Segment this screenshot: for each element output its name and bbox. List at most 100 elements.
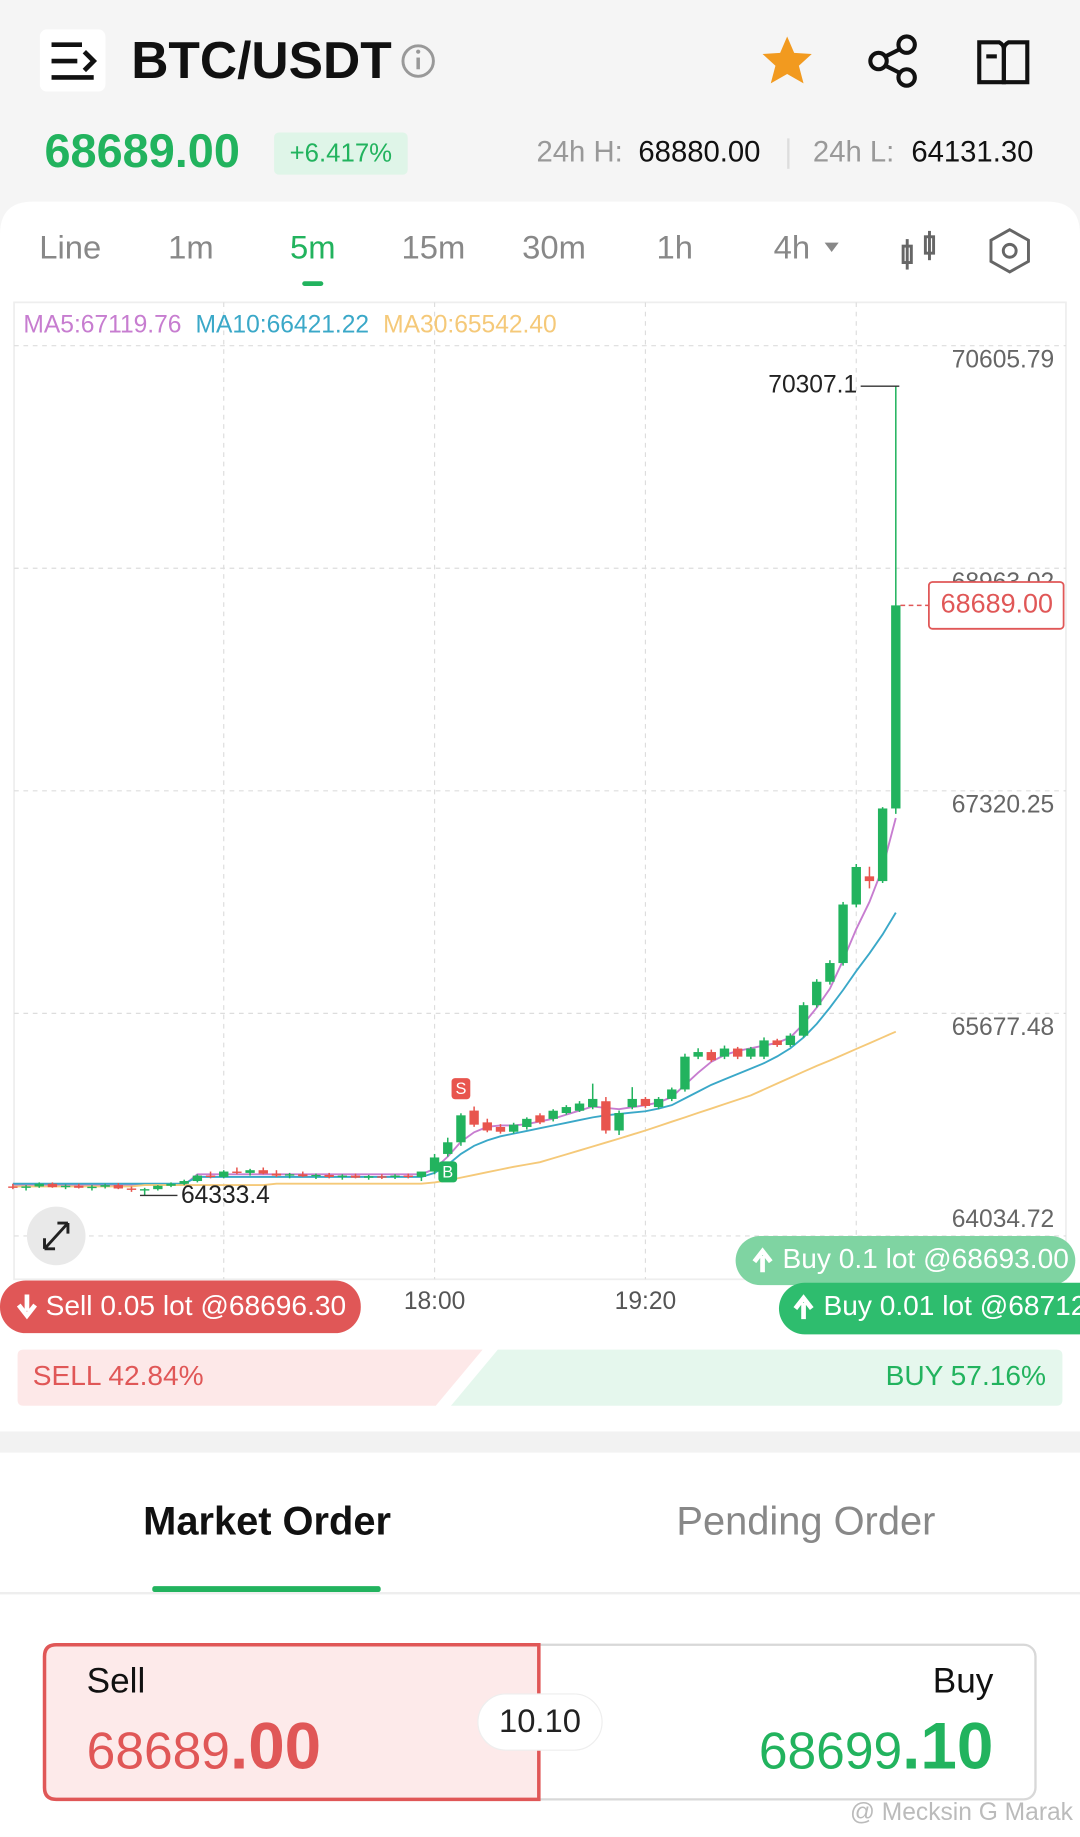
candle-body [877,808,888,882]
interval-tab[interactable]: 1h [656,228,692,265]
candle-body [838,904,848,964]
share-node [868,50,889,72]
low-annotation: 64333.4 [181,1182,270,1209]
interval-tabs: Line 1m 5m 15m 30m 1h 4h [39,228,839,286]
candle-body [891,605,901,809]
high-value: 68880.00 [638,135,760,168]
candle-body [298,1174,308,1177]
buy-marker-bg [438,1161,458,1183]
change-badge [274,132,408,175]
candle-body [324,1174,334,1177]
candle-body [785,1035,796,1046]
candle-body [732,1048,743,1057]
interval-tab[interactable]: 15m [402,228,466,265]
sell-ratio: SELL 42.84% [33,1360,204,1391]
candle-body [706,1052,716,1061]
info-dot [416,49,421,54]
ma-legend: MA30:65542.40 [383,311,557,338]
sell-marker: S [455,1080,466,1098]
candle-body [508,1124,519,1132]
candle-body [219,1171,229,1177]
x-tick-label: 18:00 [404,1288,466,1315]
price-tag: 68689.00 [941,588,1053,618]
candle-body [746,1048,756,1057]
candle-body [377,1176,387,1178]
high-annotation: 70307.1 [768,372,857,399]
ma-legend: MA10:66421.22 [196,311,370,338]
candle-body [179,1181,189,1184]
section-gap [0,1431,1080,1453]
dropdown-caret [824,242,839,252]
candle-body [416,1171,427,1177]
candle-body [126,1188,137,1190]
candle-body [429,1157,440,1172]
share-node [896,34,917,55]
candle-body [192,1175,203,1182]
candle-body [60,1185,71,1188]
candle-body [311,1174,321,1177]
order-tab-active[interactable]: Market Order [143,1500,391,1544]
candle-body [47,1183,58,1188]
buy-price-int: 68699 [759,1721,902,1779]
interval-tab[interactable]: 5m [290,228,336,265]
sell-marker-bg [451,1078,471,1100]
candle-body [812,981,822,1006]
candle-body [469,1110,479,1125]
candle-body [166,1183,176,1186]
share-node [896,67,917,88]
spread-pill [477,1693,603,1751]
candle-body [34,1183,44,1187]
candle-body [614,1113,624,1131]
interval-tab[interactable]: 1m [168,228,214,265]
info-icon[interactable] [401,44,435,78]
buy-signal-bg [735,1235,1076,1286]
down-arrow [16,1294,37,1320]
candle-body [522,1118,532,1127]
candle-body [798,1005,809,1036]
favorite-star[interactable] [762,36,812,84]
candle-body [258,1170,268,1174]
share-button[interactable] [868,34,917,88]
candle-body [482,1122,492,1131]
settings-button[interactable] [989,228,1030,274]
candle-body [443,1142,453,1154]
sell-label: Sell [87,1662,146,1701]
change-percent: +6.417% [290,140,392,168]
ma-legend: MA5:67119.76 [23,311,181,338]
guide-button[interactable] [977,40,1030,85]
y-tick-label: 65677.48 [952,1014,1055,1041]
menu-button[interactable] [39,29,106,92]
candle-body [113,1185,123,1189]
candle-body [864,876,875,882]
low-value: 64131.30 [911,135,1033,168]
sell-quote-button[interactable] [42,1642,541,1802]
candle-body [772,1040,782,1046]
expand-arrows [43,1221,70,1251]
indicator-button[interactable] [901,230,936,270]
buy-signal: Buy 0.1 lot @68693.00 [782,1243,1068,1274]
settings-hex [989,228,1030,274]
share-edge [884,47,901,59]
high-label: 24h H: [536,135,622,168]
order-tab[interactable]: Pending Order [676,1500,935,1544]
book-right [1001,40,1030,85]
candlestick-chart: 18:0019:2064034.7265677.4867320.2568963.… [8,302,1066,1315]
interval-tab[interactable]: 30m [522,228,586,265]
candle-body [21,1186,31,1188]
buy-ratio-bar [450,1349,1063,1406]
interval-tab[interactable]: Line [39,228,101,265]
sell-signal-bg [0,1280,361,1334]
sell-price-dec: .00 [230,1710,321,1783]
buy-label: Buy [933,1662,994,1701]
expand-button[interactable] [26,1206,86,1266]
tab-indicator [302,281,324,286]
chart-panel [0,201,1080,1432]
price-tag-bg [928,581,1065,630]
candle-body [337,1175,348,1178]
candle-body [667,1089,677,1099]
candle-body [456,1115,466,1143]
candle-body [601,1101,611,1131]
interval-tab[interactable]: 4h [774,228,810,265]
candle-body [561,1107,572,1114]
candle-body [588,1098,598,1108]
